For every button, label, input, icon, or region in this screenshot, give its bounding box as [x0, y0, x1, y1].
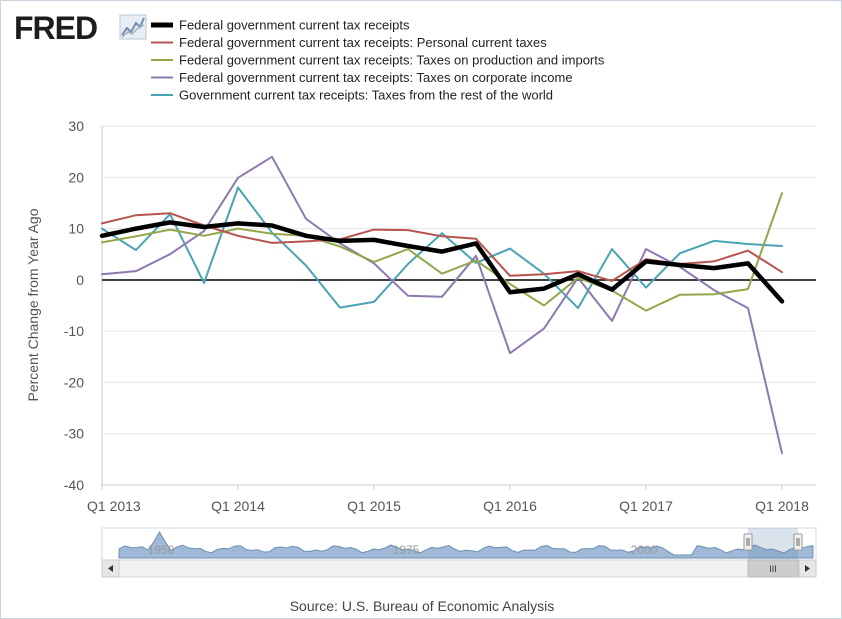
legend-label: Federal government current tax receipts — [179, 18, 410, 33]
navigator-overview-series — [118, 531, 814, 559]
series-line[interactable] — [99, 220, 785, 304]
fred-logo[interactable]: FRED — [14, 10, 147, 46]
navigator-right-handle[interactable] — [793, 533, 803, 551]
source-note: Source: U.S. Bureau of Economic Analysis — [289, 598, 555, 614]
legend-label: Government current tax receipts: Taxes f… — [179, 88, 553, 103]
legend: Federal government current tax receipts F… — [151, 18, 605, 103]
series-lines — [99, 155, 785, 455]
scrollbar-thumb[interactable]: III — [747, 559, 799, 578]
y-tick-label: 0 — [76, 272, 84, 288]
scroll-left-button[interactable] — [101, 559, 120, 578]
scrollbar-thumb-grip: III — [769, 564, 777, 574]
x-tick-label: Q1 2014 — [211, 498, 265, 514]
scrollbar[interactable]: III — [101, 559, 817, 578]
plot-background — [102, 126, 816, 485]
arrow-right-icon — [805, 565, 810, 572]
series-line[interactable] — [101, 192, 783, 312]
y-tick-label: 10 — [68, 221, 84, 237]
scroll-right-button[interactable] — [798, 559, 817, 578]
navigator[interactable]: 1950 1975 2000 — [101, 527, 817, 562]
legend-label: Federal government current tax receipts:… — [179, 53, 605, 68]
y-tick-label: -30 — [64, 426, 84, 442]
legend-item[interactable]: Government current tax receipts: Taxes f… — [151, 88, 553, 103]
navigator-year-label: 1950 — [148, 543, 175, 557]
x-axis-ticks: Q1 2013 Q1 2014 Q1 2015 Q1 2016 Q1 2017 Q1 20… — [87, 485, 809, 514]
legend-label: Federal government current tax receipts:… — [179, 70, 573, 85]
navigator-year-label: 2000 — [631, 543, 658, 557]
y-tick-label: 30 — [68, 118, 84, 134]
legend-item[interactable]: Federal government current tax receipts:… — [151, 70, 573, 85]
arrow-left-icon — [108, 565, 113, 572]
y-tick-label: -20 — [64, 374, 84, 390]
legend-label: Federal government current tax receipts:… — [179, 35, 547, 50]
y-tick-label: -10 — [64, 323, 84, 339]
y-tick-label: -40 — [64, 477, 84, 493]
x-tick-label: Q1 2015 — [347, 498, 401, 514]
x-tick-label: Q1 2013 — [87, 498, 141, 514]
legend-item[interactable]: Federal government current tax receipts — [151, 18, 410, 33]
x-tick-label: Q1 2016 — [483, 498, 537, 514]
gridlines — [101, 125, 816, 486]
series-line[interactable] — [101, 155, 783, 455]
y-tick-label: 20 — [68, 169, 84, 185]
chart-svg: FRED Federal government current tax rece… — [14, 10, 817, 578]
y-axis-ticks: 30 20 10 0 -10 -20 -30 -40 — [64, 118, 84, 493]
navigator-selected-range[interactable] — [748, 528, 798, 561]
legend-item[interactable]: Federal government current tax receipts:… — [151, 53, 605, 68]
fred-logo-text: FRED — [14, 10, 97, 46]
fred-logo-chart-icon — [119, 14, 147, 40]
x-tick-label: Q1 2018 — [755, 498, 809, 514]
x-tick-label: Q1 2017 — [619, 498, 673, 514]
navigator-year-labels: 1950 1975 2000 — [148, 543, 658, 557]
scrollbar-track[interactable] — [101, 559, 817, 578]
navigator-left-handle[interactable] — [743, 533, 753, 551]
y-axis-label: Percent Change from Year Ago — [25, 208, 41, 401]
navigator-year-label: 1975 — [393, 543, 420, 557]
legend-item[interactable]: Federal government current tax receipts:… — [151, 35, 547, 50]
